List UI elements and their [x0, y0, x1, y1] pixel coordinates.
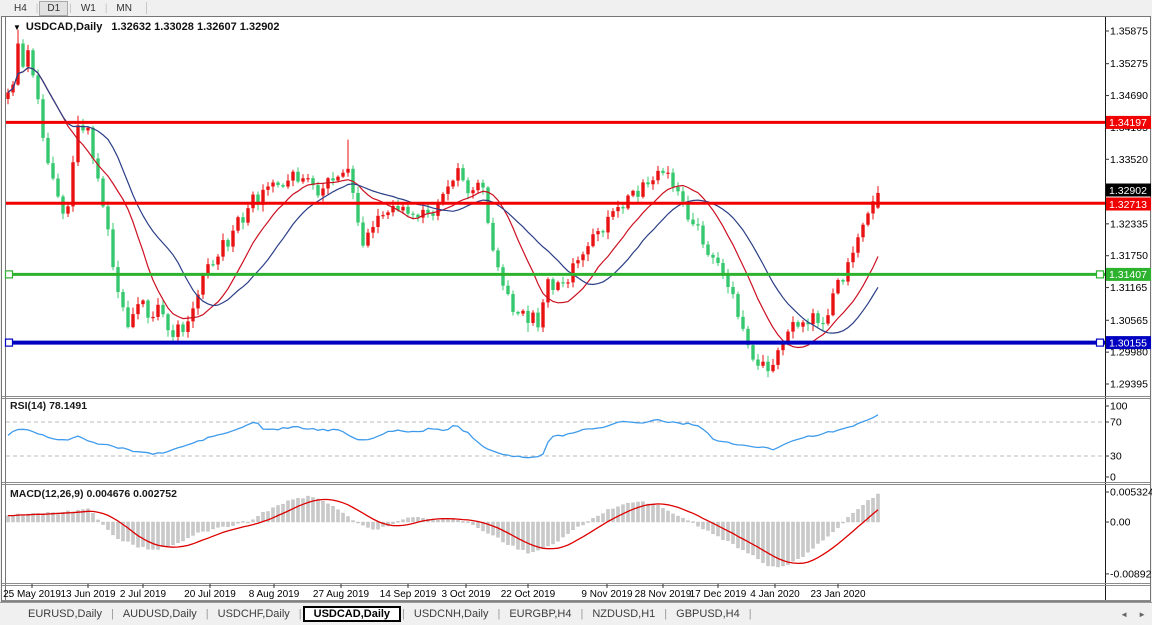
timeframe-button-w1[interactable]: W1 — [80, 2, 96, 14]
svg-text:14 Sep 2019: 14 Sep 2019 — [380, 589, 437, 600]
svg-text:3 Oct 2019: 3 Oct 2019 — [442, 589, 491, 600]
tab-separator: | — [110, 608, 114, 620]
tab-nzdusd-h1[interactable]: NZDUSD,H1 — [592, 608, 656, 620]
chart-window-background — [1, 16, 1151, 602]
svg-text:70: 70 — [1110, 417, 1122, 429]
date-axis[interactable]: 25 May 2019 13 Jun 2019 2 Jul 2019 20 Jul 2… — [3, 584, 866, 600]
svg-text:0.005324: 0.005324 — [1110, 487, 1152, 499]
chart-symbol-label: USDCAD,Daily — [25, 21, 103, 33]
macd-indicator-label: MACD(12,26,9) 0.004676 0.002752 — [10, 488, 177, 500]
chart-ohlc-values: 1.32632 1.33028 1.32607 1.32902 — [111, 21, 280, 33]
tab-separator: | — [402, 608, 405, 620]
chart-tab-bar: EURUSD,Daily | AUDUSD,Daily | USDCHF,Daily | U… — [0, 602, 1152, 625]
svg-text:0: 0 — [1110, 472, 1116, 484]
line-drag-handle[interactable] — [4, 270, 14, 279]
tab-audusd-daily[interactable]: AUDUSD,Daily — [122, 608, 197, 620]
svg-text:1.30155: 1.30155 — [1109, 337, 1147, 349]
svg-text:1.31750: 1.31750 — [1110, 250, 1148, 262]
tab-scroll-arrows: ◄ ► — [1120, 603, 1146, 625]
svg-text:13 Jun 2019: 13 Jun 2019 — [60, 589, 115, 600]
timeframe-button-mn[interactable]: MN — [116, 2, 132, 14]
svg-text:22 Oct 2019: 22 Oct 2019 — [501, 589, 556, 600]
tab-separator: | — [497, 608, 501, 620]
svg-text:27 Aug 2019: 27 Aug 2019 — [313, 589, 370, 600]
price-axis-badges: 1.34197 1.32713 1.31407 1.30155 1.32902 — [1106, 115, 1151, 349]
toolbar-separator: | — [69, 2, 72, 14]
chart-title: ▼ USDCAD,Daily 1.32632 1.33028 1.32607 1.3… — [13, 21, 280, 33]
svg-text:1.31407: 1.31407 — [1109, 269, 1147, 281]
svg-text:0.00: 0.00 — [1110, 517, 1131, 529]
toolbar-separator: | — [104, 2, 108, 14]
chart-title-triangle-icon[interactable]: ▼ — [13, 23, 21, 32]
tab-usdcnh-daily[interactable]: USDCNH,Daily — [413, 608, 489, 620]
svg-text:9 Nov 2019: 9 Nov 2019 — [581, 589, 633, 600]
svg-text:28 Nov 2019: 28 Nov 2019 — [635, 589, 692, 600]
svg-text:23 Jan 2020: 23 Jan 2020 — [810, 589, 865, 600]
hline-price-badge: 1.34197 — [1106, 115, 1151, 129]
tab-eurusd-daily[interactable]: EURUSD,Daily — [28, 608, 102, 620]
horizontal-line-1-31407[interactable] — [4, 270, 1106, 279]
svg-text:30: 30 — [1110, 451, 1122, 463]
svg-text:25 May 2019: 25 May 2019 — [3, 589, 61, 600]
macd-signal-line — [8, 498, 879, 565]
svg-text:1.34197: 1.34197 — [1109, 117, 1147, 129]
svg-text:1.30565: 1.30565 — [1110, 315, 1148, 327]
macd-pane[interactable]: 0.005324 0.00 -0.008929 — [6, 487, 1152, 581]
tab-separator: | — [205, 608, 209, 620]
svg-text:100: 100 — [1110, 401, 1128, 413]
rsi-indicator-label: RSI(14) 78.1491 — [10, 400, 88, 412]
timeframe-button-h4[interactable]: H4 — [14, 2, 27, 14]
line-drag-handle[interactable] — [4, 338, 14, 347]
rsi-line — [7, 414, 879, 459]
rsi-pane[interactable]: 100 70 30 0 — [6, 401, 1128, 484]
svg-text:17 Dec 2019: 17 Dec 2019 — [690, 589, 747, 600]
svg-text:1.34690: 1.34690 — [1110, 90, 1148, 102]
tab-usdchf-daily[interactable]: USDCHF,Daily — [217, 608, 290, 620]
svg-text:20 Jul 2019: 20 Jul 2019 — [184, 589, 236, 600]
svg-text:2 Jul 2019: 2 Jul 2019 — [120, 589, 167, 600]
line-drag-handle[interactable] — [1095, 270, 1105, 279]
timeframe-toolbar: H4 | D1 | W1 | MN — [0, 0, 1152, 16]
svg-text:1.32335: 1.32335 — [1110, 218, 1148, 230]
svg-text:8 Aug 2019: 8 Aug 2019 — [249, 589, 300, 600]
svg-text:-0.008929: -0.008929 — [1110, 568, 1152, 580]
hline-price-badge: 1.32713 — [1106, 197, 1151, 211]
svg-text:4 Jan 2020: 4 Jan 2020 — [750, 589, 800, 600]
pane-separators[interactable] — [2, 396, 1150, 603]
tab-separator: | — [298, 608, 302, 620]
tab-separator: | — [664, 608, 668, 620]
svg-text:1.32902: 1.32902 — [1109, 185, 1147, 197]
tab-separator: | — [748, 608, 752, 620]
svg-text:1.31165: 1.31165 — [1110, 282, 1147, 294]
toolbar-separator: | — [35, 2, 39, 14]
horizontal-line-1-30155[interactable] — [4, 338, 1106, 347]
hline-price-badge: 1.30155 — [1106, 336, 1151, 349]
tab-scroll-right-icon[interactable]: ► — [1138, 609, 1146, 619]
ma-slow-line — [7, 66, 879, 334]
tab-separator: | — [580, 608, 584, 620]
svg-text:1.35275: 1.35275 — [1110, 58, 1148, 70]
svg-text:1.33520: 1.33520 — [1110, 154, 1148, 166]
current-price-badge: 1.32902 — [1106, 183, 1151, 197]
svg-text:1.29980: 1.29980 — [1110, 347, 1148, 359]
tab-eurgbp-h4[interactable]: EURGBP,H4 — [509, 608, 572, 620]
chart-tabs: EURUSD,Daily | AUDUSD,Daily | USDCHF,Daily | U… — [0, 603, 753, 625]
svg-text:1.32713: 1.32713 — [1109, 199, 1147, 211]
line-drag-handle[interactable] — [1095, 338, 1105, 347]
tab-gbpusd-h4[interactable]: GBPUSD,H4 — [676, 608, 740, 620]
svg-text:1.35875: 1.35875 — [1110, 26, 1148, 38]
svg-text:1.29395: 1.29395 — [1110, 379, 1148, 391]
toolbar-separator — [145, 2, 147, 14]
tab-usdcad-daily[interactable]: USDCAD,Daily — [302, 606, 402, 622]
hline-price-badge: 1.31407 — [1106, 267, 1151, 281]
timeframe-button-d1[interactable]: D1 — [39, 0, 69, 16]
tab-scroll-left-icon[interactable]: ◄ — [1120, 609, 1129, 619]
